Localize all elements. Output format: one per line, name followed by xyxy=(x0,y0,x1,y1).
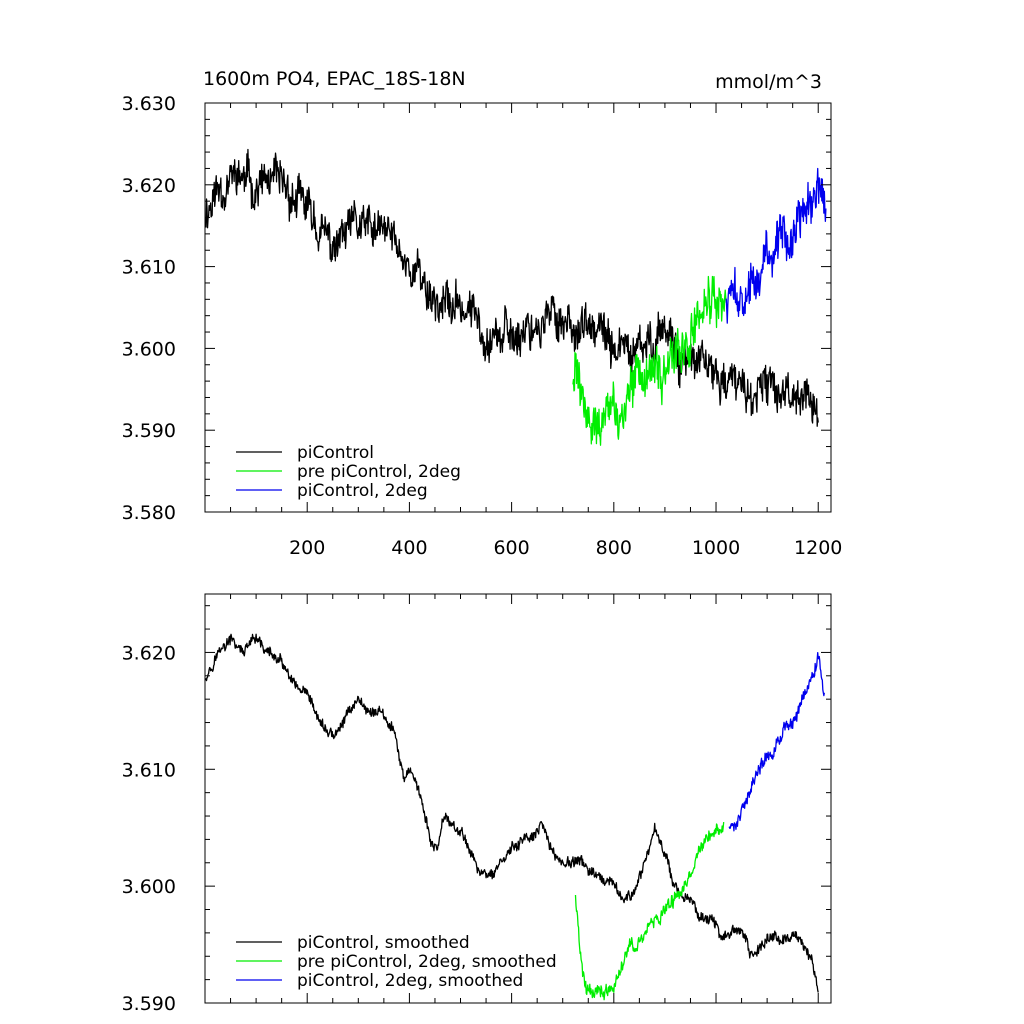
series-line-picontrol-2deg xyxy=(725,167,827,324)
x-tick-label: 1000 xyxy=(692,537,740,559)
legend-label: pre piControl, 2deg xyxy=(297,462,461,482)
top-chart-units: mmol/m^3 xyxy=(715,71,822,93)
legend-label: piControl, 2deg xyxy=(297,481,428,501)
bottom-plot-frame xyxy=(204,593,832,1004)
series-line-pre-picontrol-2deg-smoothed xyxy=(574,821,725,1001)
bottom-panel: 3.590 3.600 3.610 3.620 piControl, smoothed… xyxy=(122,593,832,1015)
top-series-group xyxy=(204,148,827,446)
x-tick-label: 800 xyxy=(596,537,632,559)
series-line-pre-picontrol-2deg xyxy=(572,275,727,446)
y-tick-label: 3.600 xyxy=(122,876,176,898)
top-chart-title: 1600m PO4, EPAC_18S-18N xyxy=(203,68,466,90)
y-tick-label: 3.580 xyxy=(122,502,176,524)
bottom-series-group xyxy=(204,633,825,1001)
y-tick-label: 3.610 xyxy=(122,257,176,279)
legend-label: piControl, smoothed xyxy=(297,933,470,953)
top-ticks-group: 200 400 600 800 1000 1200 3.580 3.590 3.600 3.610… xyxy=(122,93,843,559)
y-tick-label: 3.590 xyxy=(122,420,176,442)
bottom-ticks-group: 3.590 3.600 3.610 3.620 xyxy=(122,594,831,1015)
x-tick-label: 600 xyxy=(493,537,529,559)
y-tick-label: 3.610 xyxy=(122,759,176,781)
top-panel: 1600m PO4, EPAC_18S-18N mmol/m^3 200 400 6… xyxy=(122,68,843,559)
y-tick-label: 3.590 xyxy=(122,993,176,1015)
y-tick-label: 3.630 xyxy=(122,93,176,115)
series-line-picontrol xyxy=(204,148,819,427)
y-tick-label: 3.620 xyxy=(122,175,176,197)
y-tick-label: 3.620 xyxy=(122,642,176,664)
series-line-picontrol-smoothed xyxy=(204,633,819,993)
legend-label: piControl xyxy=(297,443,374,463)
x-tick-label: 400 xyxy=(391,537,427,559)
legend-label: piControl, 2deg, smoothed xyxy=(297,971,523,991)
top-plot-frame xyxy=(204,102,832,513)
series-line-picontrol-2deg-smoothed xyxy=(728,651,825,832)
legend-label: pre piControl, 2deg, smoothed xyxy=(297,952,557,972)
y-tick-label: 3.600 xyxy=(122,338,176,360)
x-tick-label: 1200 xyxy=(794,537,842,559)
x-tick-label: 200 xyxy=(289,537,325,559)
